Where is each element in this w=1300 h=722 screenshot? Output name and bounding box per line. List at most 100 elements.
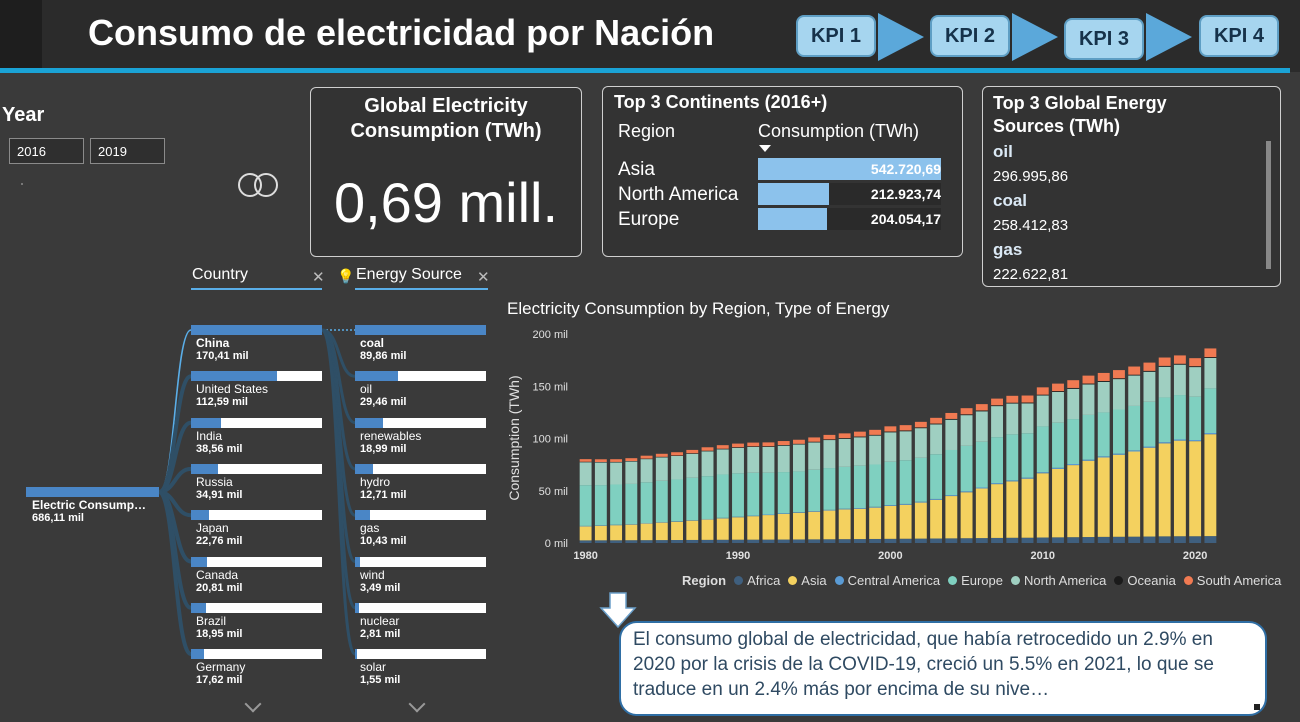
- bar-segment[interactable]: [1143, 401, 1156, 447]
- bar-segment[interactable]: [838, 466, 851, 509]
- bar-segment[interactable]: [762, 442, 775, 447]
- bar-segment[interactable]: [884, 426, 897, 432]
- bar-segment[interactable]: [914, 421, 927, 428]
- bar-segment[interactable]: [1082, 537, 1095, 543]
- bar-segment[interactable]: [1113, 536, 1125, 543]
- bar-segment[interactable]: [747, 442, 760, 447]
- bar-segment[interactable]: [1006, 537, 1019, 543]
- bar-segment[interactable]: [579, 485, 592, 526]
- bar-segment[interactable]: [1189, 367, 1202, 397]
- close-icon[interactable]: ✕: [477, 269, 490, 286]
- bar-segment[interactable]: [1097, 412, 1110, 457]
- bar-segment[interactable]: [1189, 536, 1202, 543]
- bar-segment[interactable]: [1021, 478, 1034, 538]
- bar-segment[interactable]: [975, 441, 988, 488]
- bar-segment[interactable]: [899, 431, 912, 461]
- bar-segment[interactable]: [1128, 375, 1141, 406]
- bar-segment[interactable]: [1097, 536, 1110, 543]
- bar-segment[interactable]: [1006, 402, 1019, 404]
- bar-segment[interactable]: [853, 465, 866, 509]
- country-node-bar[interactable]: [191, 510, 322, 521]
- bar-segment[interactable]: [869, 464, 882, 507]
- bar-segment[interactable]: [1173, 439, 1186, 441]
- source-node-bar[interactable]: [355, 371, 486, 382]
- bar-segment[interactable]: [701, 450, 714, 452]
- bar-segment[interactable]: [655, 456, 668, 458]
- bar-segment[interactable]: [1189, 441, 1202, 537]
- bar-segment[interactable]: [1113, 409, 1125, 454]
- bar-segment[interactable]: [945, 412, 958, 419]
- table-row[interactable]: Europe 204.054,17: [603, 208, 962, 232]
- bar-segment[interactable]: [762, 515, 775, 540]
- bar-segment[interactable]: [945, 538, 958, 543]
- bar-segment[interactable]: [1006, 481, 1019, 538]
- bar-segment[interactable]: [686, 453, 699, 454]
- bar-segment[interactable]: [1173, 364, 1186, 396]
- bar-segment[interactable]: [686, 453, 699, 478]
- bar-segment[interactable]: [686, 520, 699, 540]
- bar-segment[interactable]: [716, 518, 729, 540]
- bar-segment[interactable]: [1021, 477, 1034, 479]
- source-node-bar[interactable]: [355, 556, 486, 567]
- bar-segment[interactable]: [945, 496, 958, 539]
- bar-segment[interactable]: [732, 447, 744, 448]
- bar-segment[interactable]: [884, 505, 897, 539]
- bar-segment[interactable]: [1021, 402, 1034, 404]
- tree-level-country[interactable]: Country: [192, 266, 249, 283]
- bar-segment[interactable]: [1082, 460, 1095, 538]
- bar-segment[interactable]: [594, 461, 607, 463]
- bar-segment[interactable]: [686, 449, 699, 454]
- bar-segment[interactable]: [975, 487, 988, 489]
- bar-segment[interactable]: [838, 508, 851, 510]
- bar-segment[interactable]: [808, 511, 821, 540]
- bar-segment[interactable]: [991, 537, 1003, 543]
- bar-segment[interactable]: [930, 424, 943, 455]
- bar-segment[interactable]: [1204, 348, 1217, 358]
- bar-segment[interactable]: [1097, 456, 1110, 458]
- bar-segment[interactable]: [777, 445, 790, 473]
- bar-segment[interactable]: [579, 461, 592, 463]
- bar-segment[interactable]: [1189, 396, 1202, 441]
- bar-segment[interactable]: [1067, 463, 1080, 466]
- bar-segment[interactable]: [732, 473, 744, 517]
- bar-segment[interactable]: [1113, 454, 1125, 537]
- bar-segment[interactable]: [914, 502, 927, 539]
- bar-segment[interactable]: [1006, 403, 1019, 435]
- bar-segment[interactable]: [975, 411, 988, 442]
- bar-segment[interactable]: [594, 525, 607, 526]
- bar-segment[interactable]: [991, 483, 1003, 485]
- bar-segment[interactable]: [1082, 384, 1095, 415]
- bar-segment[interactable]: [793, 443, 805, 445]
- bar-segment[interactable]: [1158, 357, 1171, 366]
- bar-segment[interactable]: [914, 457, 927, 502]
- bar-segment[interactable]: [579, 462, 592, 486]
- bar-segment[interactable]: [960, 492, 973, 539]
- bar-segment[interactable]: [732, 447, 744, 474]
- bar-segment[interactable]: [747, 539, 760, 543]
- bar-segment[interactable]: [777, 441, 790, 446]
- bar-segment[interactable]: [610, 484, 623, 525]
- bar-segment[interactable]: [1067, 537, 1080, 543]
- bar-segment[interactable]: [853, 508, 866, 540]
- bar-segment[interactable]: [1067, 388, 1080, 420]
- slider-handle[interactable]: [21, 183, 23, 185]
- bar-segment[interactable]: [701, 519, 714, 540]
- bar-segment[interactable]: [655, 480, 668, 523]
- bar-segment[interactable]: [1189, 366, 1202, 368]
- bar-segment[interactable]: [762, 446, 775, 473]
- bar-segment[interactable]: [869, 506, 882, 508]
- close-icon[interactable]: ✕: [312, 269, 325, 286]
- bar-segment[interactable]: [793, 471, 805, 513]
- bar-segment[interactable]: [838, 433, 851, 439]
- bar-segment[interactable]: [1067, 387, 1080, 389]
- tree-level-energy-source[interactable]: Energy Source: [356, 266, 462, 283]
- bar-segment[interactable]: [640, 523, 653, 524]
- country-node-bar[interactable]: [191, 463, 322, 474]
- bar-segment[interactable]: [808, 511, 821, 512]
- bar-segment[interactable]: [869, 435, 882, 465]
- bar-segment[interactable]: [930, 499, 943, 539]
- bar-segment[interactable]: [762, 514, 775, 516]
- bar-segment[interactable]: [747, 446, 760, 473]
- legend-item[interactable]: South America: [1183, 573, 1281, 588]
- bar-segment[interactable]: [671, 452, 683, 456]
